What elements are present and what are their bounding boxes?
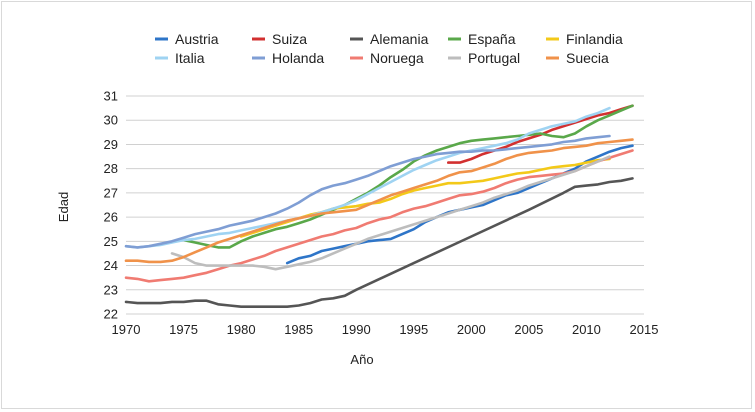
grid [126, 95, 644, 315]
legend-label: Suiza [272, 31, 307, 47]
x-tick-label: 1985 [284, 322, 313, 337]
x-tick-label: 1975 [169, 322, 198, 337]
y-tick-label: 30 [104, 113, 118, 128]
legend-label: Alemania [370, 31, 429, 47]
legend-label: Italia [175, 50, 205, 66]
series-line-italia [124, 106, 611, 249]
x-tick-label: 2000 [457, 322, 486, 337]
legend-label: España [468, 31, 516, 47]
legend: Austria Suiza Alemania España Finlandia Itali… [155, 31, 623, 66]
legend-label: Suecia [566, 50, 609, 66]
legend-label: Holanda [272, 50, 324, 66]
legend-label: Finlandia [566, 31, 623, 47]
x-tick-label: 1995 [399, 322, 428, 337]
y-tick-labels: 22 23 24 25 26 27 28 29 30 31 [104, 89, 118, 322]
legend-label: Portugal [468, 50, 520, 66]
y-tick-label: 23 [104, 282, 118, 297]
series-line-alemania [124, 177, 634, 308]
x-axis-label: Año [350, 352, 373, 367]
series-line-noruega [124, 149, 634, 283]
x-tick-label: 1980 [227, 322, 256, 337]
legend-label: Noruega [370, 50, 424, 66]
legend-label: Austria [175, 31, 219, 47]
series-line-suecia [124, 138, 634, 264]
y-tick-label: 24 [104, 258, 118, 273]
series-line-holanda [124, 134, 611, 249]
y-tick-label: 31 [104, 89, 118, 104]
x-tick-label: 1990 [342, 322, 371, 337]
y-tick-label: 22 [104, 307, 118, 322]
y-tick-label: 27 [104, 185, 118, 200]
y-tick-label: 26 [104, 210, 118, 225]
x-tick-label: 2010 [572, 322, 601, 337]
series-line-españa [182, 104, 634, 249]
y-axis-label: Edad [56, 192, 71, 222]
y-tick-label: 28 [104, 161, 118, 176]
series-layer [124, 104, 634, 308]
y-tick-label: 29 [104, 137, 118, 152]
x-tick-label: 2005 [514, 322, 543, 337]
x-tick-labels: 1970 1975 1980 1985 1990 1995 2000 2005 2010 2015 [112, 322, 659, 337]
x-tick-label: 2015 [630, 322, 659, 337]
series-line-portugal [170, 155, 611, 271]
y-tick-label: 25 [104, 234, 118, 249]
x-tick-label: 1970 [112, 322, 141, 337]
